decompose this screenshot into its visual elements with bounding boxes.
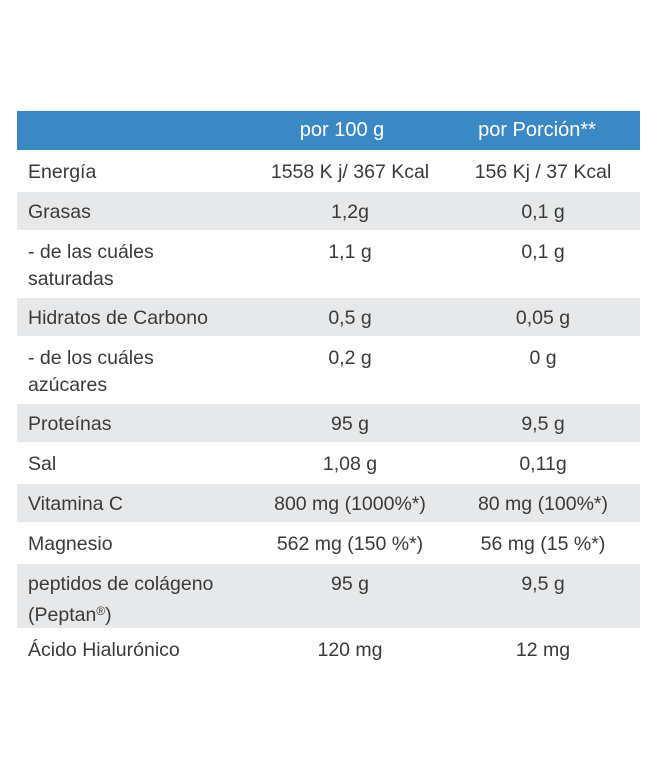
row-per-serving: 80 mg (100%*): [477, 493, 609, 515]
row-label: Proteínas: [28, 413, 112, 435]
header-per-100g: por 100 g: [299, 119, 385, 141]
row-per-serving: 0,1 g: [521, 241, 565, 263]
table-row-fat: Grasas 1,2g 0,1 g: [17, 192, 640, 232]
table-row-sugars: - de los cuáles azúcares 0,2 g 0 g: [17, 338, 640, 404]
row-per-serving: 0,11g: [519, 453, 567, 475]
table-header: por 100 g por Porción**: [17, 111, 640, 152]
table-row-protein: Proteínas 95 g 9,5 g: [17, 404, 640, 444]
row-per-100g: 562 mg (150 %*): [276, 533, 424, 555]
row-per-100g: 0,2 g: [328, 347, 372, 369]
row-per-100g: 1558 K j/ 367 Kcal: [270, 161, 430, 183]
table-row-magnesium: Magnesio 562 mg (150 %*) 56 mg (15 %*): [17, 524, 640, 564]
row-per-100g: 800 mg (1000%*): [274, 493, 426, 515]
row-per-serving: 0,1 g: [521, 201, 565, 223]
row-label: Vitamina C: [28, 493, 124, 515]
row-per-100g: 1,1 g: [328, 241, 372, 263]
table-row-vitamin-c: Vitamina C 800 mg (1000%*) 80 mg (100%*): [17, 484, 640, 524]
row-per-100g: 0,5 g: [328, 307, 372, 329]
table-row-energy: Energía 1558 K j/ 367 Kcal 156 Kj / 37 K…: [17, 152, 640, 192]
row-label: Ácido Hialurónico: [28, 639, 180, 661]
nutrition-table: por 100 g por Porción** Energía 1558 K j…: [17, 111, 640, 670]
header-per-serving: por Porción**: [478, 119, 596, 141]
row-label: Hidratos de Carbono: [28, 307, 208, 329]
table-row-saturated-fat: - de las cuáles saturadas 1,1 g 0,1 g: [17, 232, 640, 298]
row-label: Grasas: [28, 201, 91, 223]
row-per-100g: 95 g: [331, 413, 369, 435]
row-per-100g: 120 mg: [317, 639, 383, 661]
table-row-salt: Sal 1,08 g 0,11g: [17, 444, 640, 484]
row-per-serving: 0,05 g: [515, 307, 571, 329]
table-row-hyaluronic-acid: Ácido Hialurónico 120 mg 12 mg: [17, 630, 640, 670]
row-per-serving: 12 mg: [515, 639, 571, 661]
table-row-collagen-peptides: peptidos de colágeno (Peptan®) 95 g 9,5 …: [17, 564, 640, 630]
row-per-100g: 1,2g: [331, 201, 369, 223]
row-label: - de las cuáles saturadas: [28, 241, 154, 290]
row-label: - de los cuáles azúcares: [28, 347, 154, 396]
row-label: Magnesio: [28, 533, 113, 555]
row-per-serving: 156 Kj / 37 Kcal: [474, 161, 612, 183]
row-per-serving: 9,5 g: [521, 573, 565, 595]
row-per-serving: 56 mg (15 %*): [480, 533, 606, 555]
registered-mark: ®: [96, 604, 106, 618]
table-row-carbohydrates: Hidratos de Carbono 0,5 g 0,05 g: [17, 298, 640, 338]
row-label: Sal: [28, 453, 57, 475]
row-label: peptidos de colágeno (Peptan®): [28, 573, 214, 626]
row-per-serving: 9,5 g: [521, 413, 565, 435]
row-per-serving: 0 g: [529, 347, 557, 369]
row-per-100g: 1,08 g: [322, 453, 378, 475]
row-label: Energía: [28, 161, 97, 183]
row-per-100g: 95 g: [331, 573, 369, 595]
